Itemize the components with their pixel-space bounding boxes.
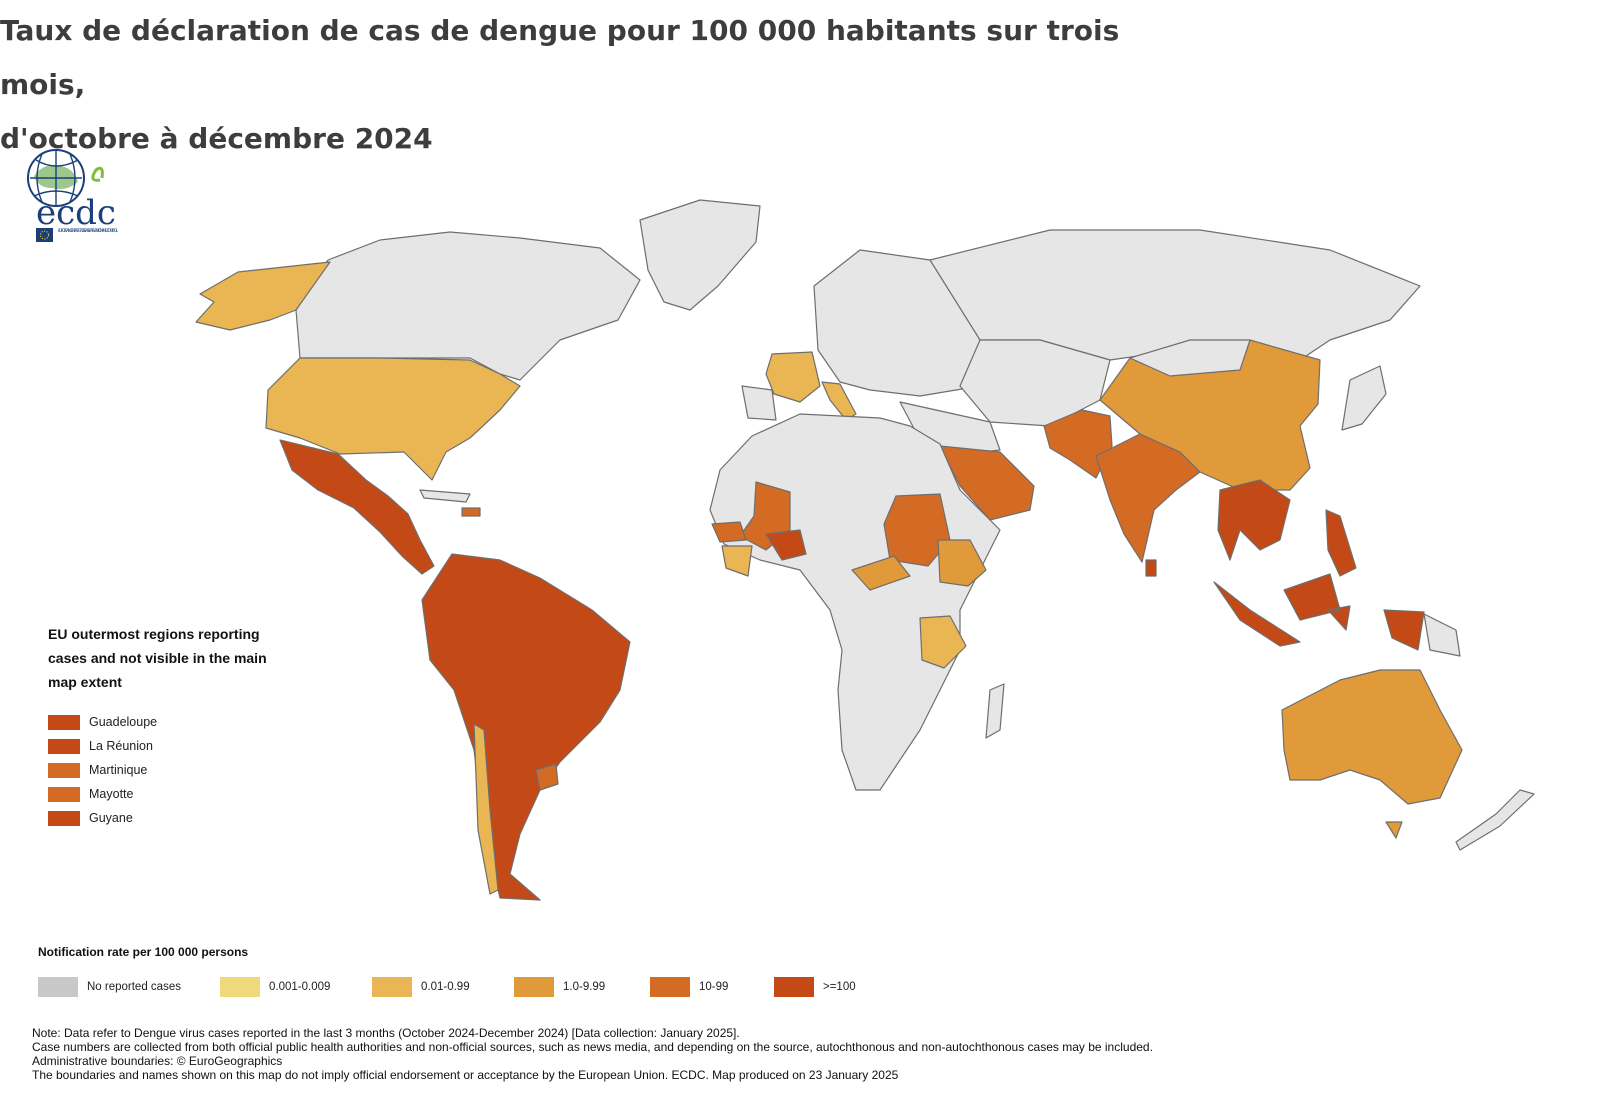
legend-swatch [372, 977, 412, 997]
eu-region-item: Guadeloupe [48, 710, 308, 734]
tasmania [1385, 821, 1403, 839]
madagascar [985, 683, 1005, 739]
ecdc-logo-subtitle: EUROPEAN CENTRE FOR DISEASE PREVENTION A… [58, 228, 119, 233]
chile [473, 723, 499, 895]
legend-item: 1.0-9.99 [514, 977, 605, 997]
south-america [421, 553, 631, 901]
legend-label: 0.01-0.99 [421, 981, 470, 993]
legend-swatch [514, 977, 554, 997]
usa [265, 357, 521, 481]
map-title-line-2: d'octobre à décembre 2024 [0, 122, 433, 155]
eu-region-label: Martinique [89, 763, 148, 777]
legend-item: 0.01-0.99 [372, 977, 470, 997]
france [765, 351, 821, 403]
dominican-republic [461, 507, 481, 517]
eu-region-label: Guyane [89, 811, 133, 825]
legend-item: 0.001-0.009 [220, 977, 330, 997]
cuba [419, 489, 471, 503]
mexico-central-america [279, 439, 435, 575]
eu-region-swatch [48, 810, 80, 826]
eu-regions-title-line-3: map extent [48, 674, 122, 690]
legend-item: No reported cases [38, 977, 181, 997]
note-line-3: Administrative boundaries: © EuroGeograp… [32, 1054, 283, 1068]
mongolia [1129, 339, 1251, 377]
europe [741, 385, 777, 421]
ethiopia [937, 539, 987, 587]
legend-swatch [38, 977, 78, 997]
notification-rate-legend: No reported cases 0.001-0.009 0.01-0.99 1.0… [38, 977, 938, 999]
eu-regions-list: Guadeloupe La Réunion Martinique Mayotte Guy… [48, 710, 308, 830]
eu-region-swatch [48, 714, 80, 730]
eu-regions-title-line-2: cases and not visible in the main [48, 650, 267, 666]
europe-central [813, 249, 981, 397]
japan [1341, 365, 1387, 431]
italy [821, 381, 857, 421]
legend-label: 1.0-9.99 [563, 981, 606, 993]
eu-regions-title: EU outermost regions reporting cases and… [48, 622, 308, 694]
west-africa-coast [711, 521, 747, 543]
new-zealand [1455, 789, 1535, 851]
ecdc-logo-text: ecdc [36, 193, 116, 233]
world-map [195, 199, 1535, 901]
globe-icon [27, 149, 104, 207]
eu-region-label: Mayotte [89, 787, 134, 801]
eu-region-swatch [48, 762, 80, 778]
legend-item: >=100 [774, 977, 856, 997]
legend-label: No reported cases [87, 981, 181, 993]
note-line-1: Note: Data refer to Dengue virus cases r… [32, 1026, 740, 1040]
map-title: Taux de déclaration de cas de dengue pou… [0, 4, 1200, 166]
legend-label: 0.001-0.009 [269, 981, 331, 993]
eu-region-swatch [48, 786, 80, 802]
note-line-4: The boundaries and names shown on this m… [32, 1068, 899, 1082]
legend-swatch [774, 977, 814, 997]
legend-title: Notification rate per 100 000 persons [38, 945, 249, 959]
philippines [1325, 509, 1357, 577]
note-line-2: Case numbers are collected from both off… [32, 1040, 1153, 1054]
eu-region-label: La Réunion [89, 739, 153, 753]
ecdc-logo: ecdc EUROPEAN CENTRE FOR DISEASE PREVENT… [27, 149, 119, 242]
eu-regions-title-line-1: EU outermost regions reporting [48, 626, 260, 642]
uruguay [535, 763, 559, 791]
saudi-arabia [939, 445, 1035, 521]
burkina-faso [765, 529, 807, 561]
greenland [639, 199, 761, 311]
legend-label: 10-99 [699, 981, 729, 993]
papua-new-guinea [1423, 613, 1461, 657]
sudan [883, 493, 951, 567]
eu-region-swatch [48, 738, 80, 754]
eu-region-item: La Réunion [48, 734, 308, 758]
legend-label: >=100 [823, 981, 856, 993]
central-african-republic [851, 555, 911, 591]
southeast-asia [1217, 479, 1291, 561]
legend-swatch [220, 977, 260, 997]
indonesia [1213, 573, 1425, 651]
eu-region-item: Mayotte [48, 782, 308, 806]
eu-regions-legend: EU outermost regions reporting cases and… [48, 622, 308, 830]
eu-region-item: Guyane [48, 806, 308, 830]
australia [1281, 669, 1463, 805]
eu-region-label: Guadeloupe [89, 715, 158, 729]
alaska [195, 261, 331, 331]
legend-item: 10-99 [650, 977, 728, 997]
legend-swatch [650, 977, 690, 997]
cote-ivoire [721, 545, 753, 577]
map-title-line-1: Taux de déclaration de cas de dengue pou… [0, 14, 1120, 101]
sri-lanka [1145, 559, 1157, 577]
map-notes: Note: Data refer to Dengue virus cases r… [32, 1026, 1153, 1082]
tanzania [919, 615, 967, 669]
eu-region-item: Martinique [48, 758, 308, 782]
